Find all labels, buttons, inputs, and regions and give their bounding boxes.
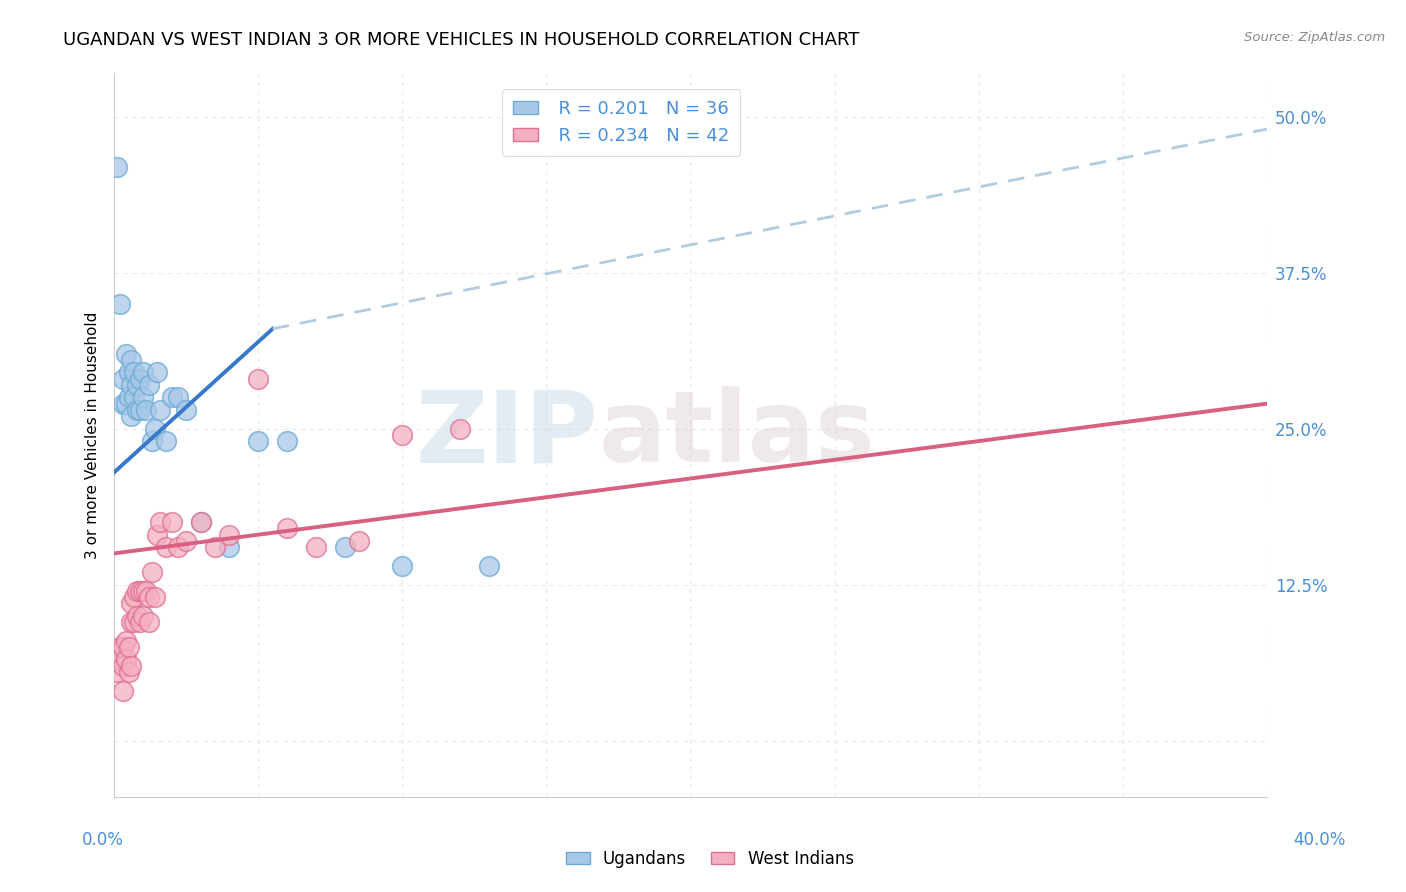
Text: UGANDAN VS WEST INDIAN 3 OR MORE VEHICLES IN HOUSEHOLD CORRELATION CHART: UGANDAN VS WEST INDIAN 3 OR MORE VEHICLE… [63,31,859,49]
Point [124,366,146,380]
Point [190,515,212,529]
Point [127,378,149,392]
Point [127,583,149,598]
Point [146,366,169,380]
Y-axis label: 3 or more Vehicles in Household: 3 or more Vehicles in Household [86,311,100,558]
Point [141,565,163,579]
Point [333,540,356,554]
Point [121,615,143,629]
Point [149,403,172,417]
Point [174,533,197,548]
Point [108,297,131,311]
Point [146,527,169,541]
Point [121,378,143,392]
Point [105,665,128,679]
Point [166,540,188,554]
Point [449,422,471,436]
Point [105,652,128,666]
Point [129,372,152,386]
Point [132,391,155,405]
Point [111,658,134,673]
Point [174,403,197,417]
Point [276,521,298,535]
Point [117,665,139,679]
Point [143,422,166,436]
Text: ZIP: ZIP [415,386,599,483]
Point [111,397,134,411]
Point [478,558,501,573]
Point [114,652,136,666]
Text: Source: ZipAtlas.com: Source: ZipAtlas.com [1244,31,1385,45]
Point [166,391,188,405]
Point [305,540,328,554]
Point [218,527,240,541]
Point [111,372,134,386]
Point [129,615,152,629]
Point [138,378,160,392]
Point [121,409,143,424]
Point [143,590,166,604]
Point [391,427,413,442]
Point [124,615,146,629]
Point [155,434,177,448]
Point [114,633,136,648]
Point [129,403,152,417]
Point [114,347,136,361]
Point [117,640,139,654]
Point [127,608,149,623]
Point [160,391,183,405]
Point [391,558,413,573]
Point [149,515,172,529]
Point [155,540,177,554]
Point [129,583,152,598]
Legend:   R = 0.201   N = 36,   R = 0.234   N = 42: R = 0.201 N = 36, R = 0.234 N = 42 [502,89,741,156]
Point [141,434,163,448]
Point [132,583,155,598]
Point [135,403,157,417]
Point [132,608,155,623]
Point [127,403,149,417]
Legend: Ugandans, West Indians: Ugandans, West Indians [560,844,860,875]
Point [132,366,155,380]
Point [190,515,212,529]
Text: atlas: atlas [599,386,875,483]
Text: 0.0%: 0.0% [82,831,124,849]
Point [276,434,298,448]
Point [135,583,157,598]
Point [111,683,134,698]
Point [121,658,143,673]
Point [108,652,131,666]
Point [108,640,131,654]
Point [347,533,370,548]
Point [218,540,240,554]
Point [247,372,270,386]
Text: 40.0%: 40.0% [1294,831,1346,849]
Point [117,366,139,380]
Point [247,434,270,448]
Point [117,391,139,405]
Point [138,615,160,629]
Point [121,596,143,610]
Point [121,353,143,368]
Point [111,640,134,654]
Point [114,397,136,411]
Point [124,391,146,405]
Point [160,515,183,529]
Point [138,590,160,604]
Point [204,540,226,554]
Point [105,160,128,174]
Point [124,590,146,604]
